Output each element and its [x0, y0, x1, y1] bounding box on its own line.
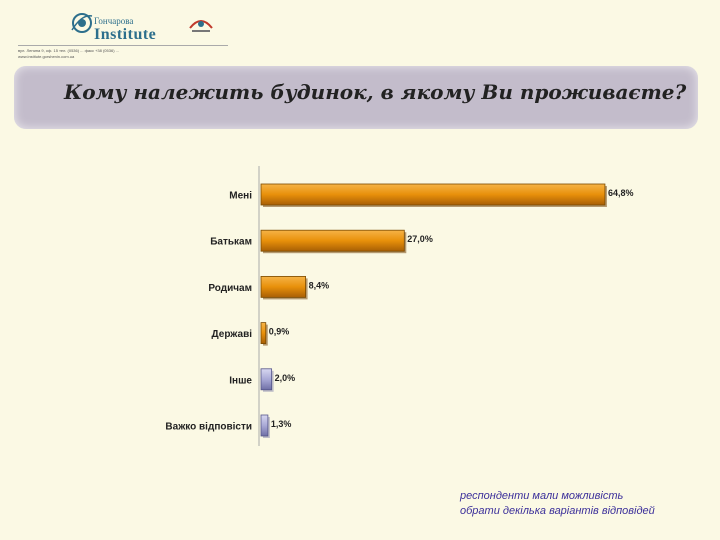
data-label: 8,4%	[309, 280, 330, 290]
bar	[260, 414, 269, 437]
category-label: Мені	[229, 191, 252, 202]
address-text: вул. Ленина 9, оф. 15 тел. (0536) ... фа…	[18, 45, 228, 60]
category-label: Родичам	[208, 283, 252, 294]
data-label: 64,8%	[608, 188, 634, 198]
data-label: 0,9%	[269, 327, 290, 337]
data-label: 1,3%	[271, 419, 292, 429]
website-line: www.institute.gorshenin.com.ua	[18, 54, 75, 59]
address-line: вул. Ленина 9, оф. 15 тел. (0536) ... фа…	[18, 48, 119, 53]
institute-logo: Гончарова Institute	[70, 10, 156, 44]
category-label: Інше	[229, 375, 252, 386]
footnote: респонденти мали можливість обрати декіл…	[460, 489, 710, 519]
footnote-line-2: обрати декілька варіантів відповідей	[460, 505, 655, 517]
logo-text-top: Гончарова	[94, 16, 134, 26]
footnote-line-1: респонденти мали можливість	[460, 490, 624, 502]
eye-logo-icon	[71, 13, 93, 33]
bar	[260, 368, 273, 391]
page-title: Кому належить будинок, в якому Ви прожив…	[64, 80, 687, 104]
data-label: 27,0%	[407, 234, 433, 244]
data-label: 2,0%	[275, 373, 296, 383]
bar	[260, 229, 405, 252]
partner-logo-icon	[189, 20, 213, 32]
category-label: Батькам	[210, 237, 252, 248]
logo-text-main: Institute	[94, 26, 157, 43]
bar	[260, 322, 267, 345]
category-label: Державі	[212, 329, 253, 340]
bar	[260, 275, 306, 298]
bar	[260, 183, 606, 206]
category-label: Важко відповісти	[165, 422, 252, 433]
title-banner	[14, 66, 698, 129]
